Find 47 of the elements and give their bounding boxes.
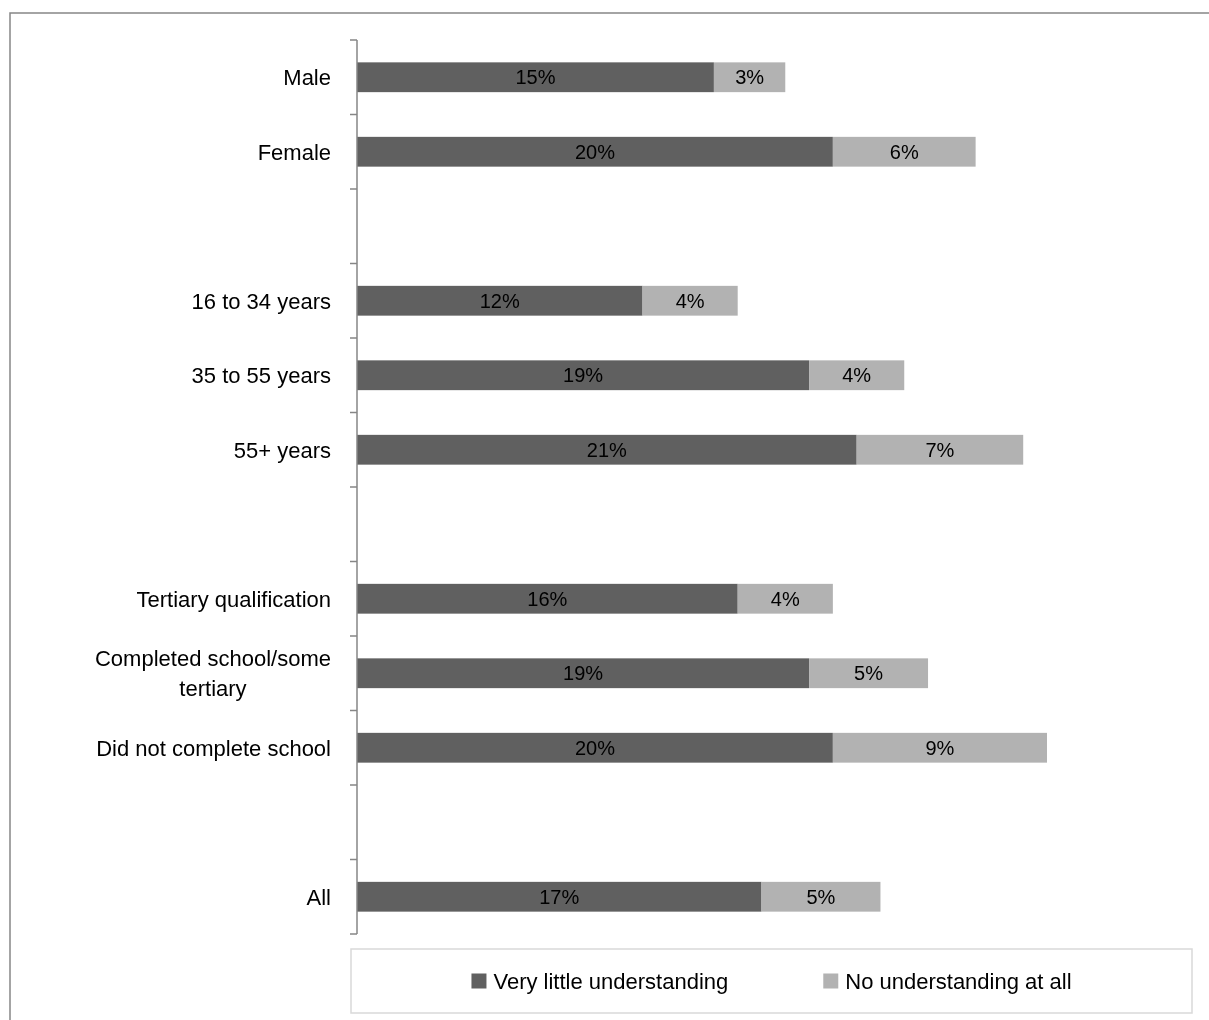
y-tick-label: Completed school/some tertiary [94,645,331,701]
y-tick-label: 55+ years [233,437,331,463]
data-label: 19% [563,364,604,387]
data-label: 9% [925,736,955,759]
data-label: 16% [527,587,568,610]
bar [357,658,810,689]
bar [809,658,929,689]
y-tick-label: 16 to 34 years [191,288,331,314]
bar [357,881,762,912]
y-tick-label: 35 to 55 years [191,362,331,388]
bar [357,583,738,614]
data-label: 20% [574,140,616,163]
bar [809,360,905,391]
y-tick-label: Tertiary qualification [136,586,331,612]
y-tick-label: Did not complete school [96,735,331,761]
bar [357,62,714,93]
bar [357,360,810,391]
legend-label: Very little understanding [493,968,729,994]
data-label: 19% [563,662,604,685]
data-label: 5% [806,885,836,908]
y-tick-label: All [306,884,331,910]
data-label: 6% [889,140,919,163]
data-label: 3% [735,66,765,89]
data-label: 15% [515,66,556,89]
bar [357,285,643,316]
data-label: 4% [770,587,800,610]
y-tick-label: Male [283,64,331,90]
data-label: 4% [842,364,872,387]
bar [357,732,833,763]
data-label: 5% [854,662,884,685]
data-label: 17% [539,885,580,908]
data-label: 12% [479,289,520,312]
legend-label: No understanding at all [845,968,1072,994]
data-label: 20% [574,736,616,759]
y-tick-label: Female [257,139,331,165]
data-label: 21% [586,438,628,461]
bar [761,881,881,912]
bar [713,62,786,93]
bar [642,285,738,316]
bar [856,434,1024,465]
bar [357,434,857,465]
bar [357,136,833,167]
bar [832,732,1047,763]
data-label: 4% [675,289,705,312]
bar [737,583,833,614]
data-label: 7% [925,438,955,461]
bar [832,136,976,167]
